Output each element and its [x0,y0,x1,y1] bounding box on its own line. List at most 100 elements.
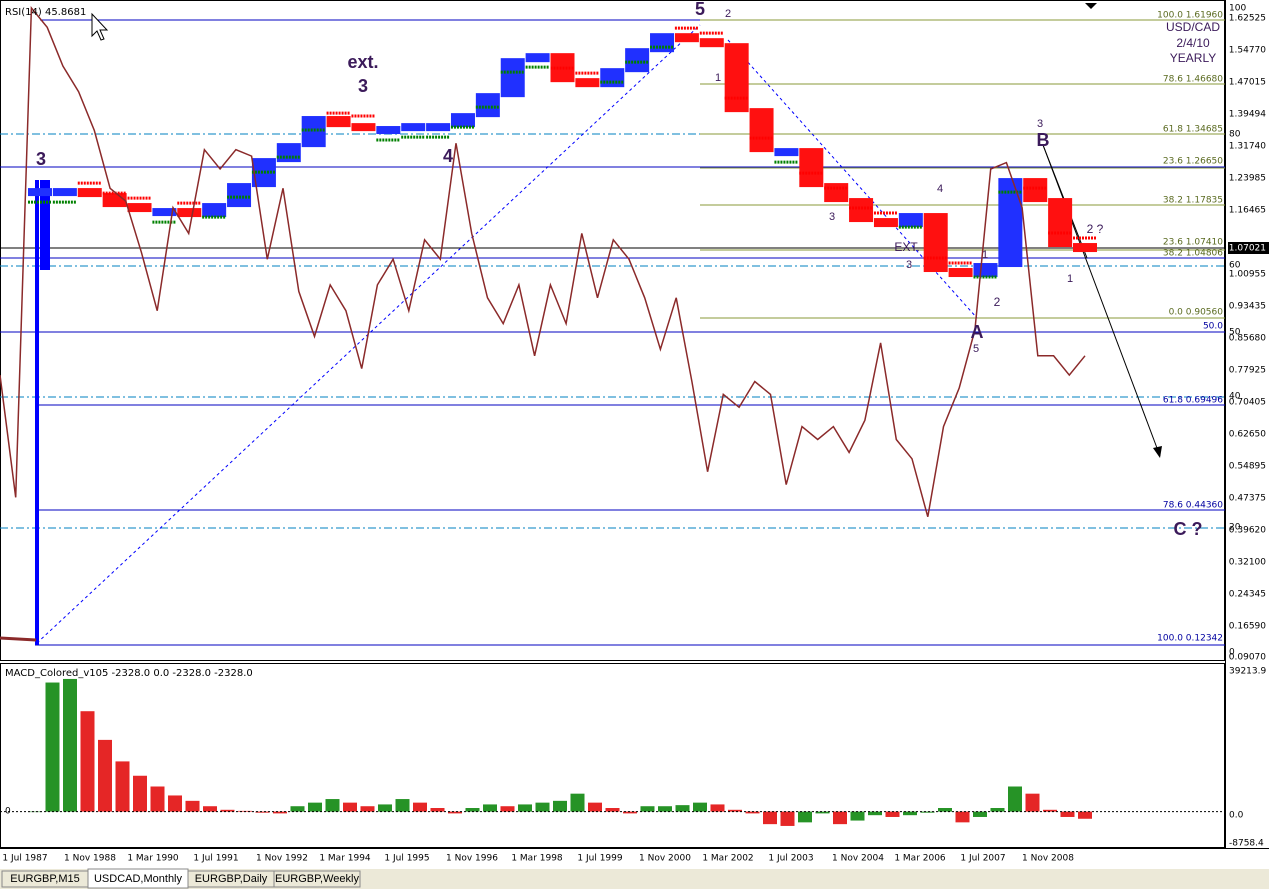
note: USD/CAD 2/4/10 YEARLY [1166,20,1220,65]
macd-bar [465,808,480,812]
candle [301,116,326,148]
current-price-box [1228,242,1269,254]
macd-bar [115,761,130,812]
fib-label: 78.6 1.46680 [1163,75,1223,85]
price-tick-label: 0.77925 [1229,366,1266,376]
candle [650,33,675,53]
candle [824,183,849,203]
fib-label: 61.8 1.34685 [1163,125,1223,135]
tab-label: EURGBP,Weekly [275,873,359,885]
macd-bar [430,808,445,812]
wave-label: 4 [937,183,943,195]
candle [1073,243,1097,253]
macd-bar [675,805,690,812]
macd-panel [0,663,1225,848]
macd-bar [63,678,77,812]
macd-bar [1060,811,1075,817]
macd-bar [500,806,515,812]
macd-bar [640,806,655,812]
wave-label: 2 [725,8,731,20]
date-label: 1 Mar 1990 [127,854,179,864]
date-label: 1 Jul 1999 [577,854,622,864]
candle [699,38,724,48]
macd-bar [693,802,707,812]
macd-bar [203,806,217,812]
macd-bar [780,811,795,826]
candle [77,188,102,198]
macd-bar [80,711,95,812]
candle [426,123,451,132]
macd-bar [413,802,427,812]
macd-bar [658,806,672,812]
candle [600,68,625,88]
price-tick-label: 0.93435 [1229,302,1266,312]
macd-bar [290,806,305,812]
macd-bar [623,811,637,814]
macd-bar [938,808,952,812]
rsi-tick-label: 20 [1229,523,1241,533]
macd-bar [535,802,550,812]
fib-label: 38.2 1.04806 [1163,249,1223,259]
note-line: YEARLY [1170,51,1216,65]
rsi-label: RSI(14) 45.8681 [5,7,86,18]
price-tick-label: 0.09070 [1229,653,1266,663]
macd-bar [220,809,235,812]
tab-label: EURGBP,Daily [195,873,268,885]
wave-label: B [1037,130,1050,150]
price-tick-label: 1.31740 [1229,142,1266,152]
macd-bar [745,811,760,814]
rsi-tick-label: 80 [1229,130,1241,140]
price-tick-label: 1.62525 [1229,14,1266,24]
macd-bar [815,811,830,814]
early-bars [0,636,37,642]
wave-label: 3 [906,259,912,271]
macd-bar [273,811,287,814]
rsi-line [0,5,1086,517]
fib-label: 100.0 0.12342 [1157,634,1223,644]
price-tick-label: 1.00955 [1229,270,1266,280]
macd-bar [448,811,462,814]
candle [326,116,351,128]
wave-label: EXT. [894,240,919,254]
candle [376,126,401,135]
rsi-tick-label: 40 [1229,392,1241,402]
date-label: 1 Nov 2008 [1022,854,1074,864]
candle [973,263,998,278]
macd-bar [360,806,375,812]
wave-label: 1 [982,249,988,261]
wave-label: 4 [443,146,453,166]
candle [227,183,252,208]
candle [1048,198,1073,248]
macd-bar [850,811,865,821]
spike-bar [35,180,39,645]
date-label: 1 Nov 1992 [256,854,308,864]
candle [52,188,77,197]
candle [625,48,650,73]
macd-bar [168,795,182,812]
macd-bar [1008,786,1022,812]
macd-bar [990,808,1005,812]
wave-label: 1 [1067,273,1073,285]
candle [774,148,799,157]
rsi-tick-label: 100 [1229,4,1246,14]
candle [575,78,600,88]
macd-bar [955,811,970,823]
macd-bar [605,808,620,812]
mouse-cursor [91,12,109,41]
candle [923,213,948,273]
candle [152,208,177,217]
macd-bar [885,811,900,817]
tab-label: EURGBP,M15 [10,873,80,885]
rsi-tick-label: 50 [1229,328,1241,338]
candle [177,208,202,218]
current-price: 1.07021 [1229,244,1266,254]
candle [500,58,525,98]
candle [525,53,550,63]
fib-label: 78.6 0.44360 [1163,501,1223,511]
macd-bar [133,775,147,812]
tab[interactable] [273,870,361,888]
macd-bar [973,811,987,817]
